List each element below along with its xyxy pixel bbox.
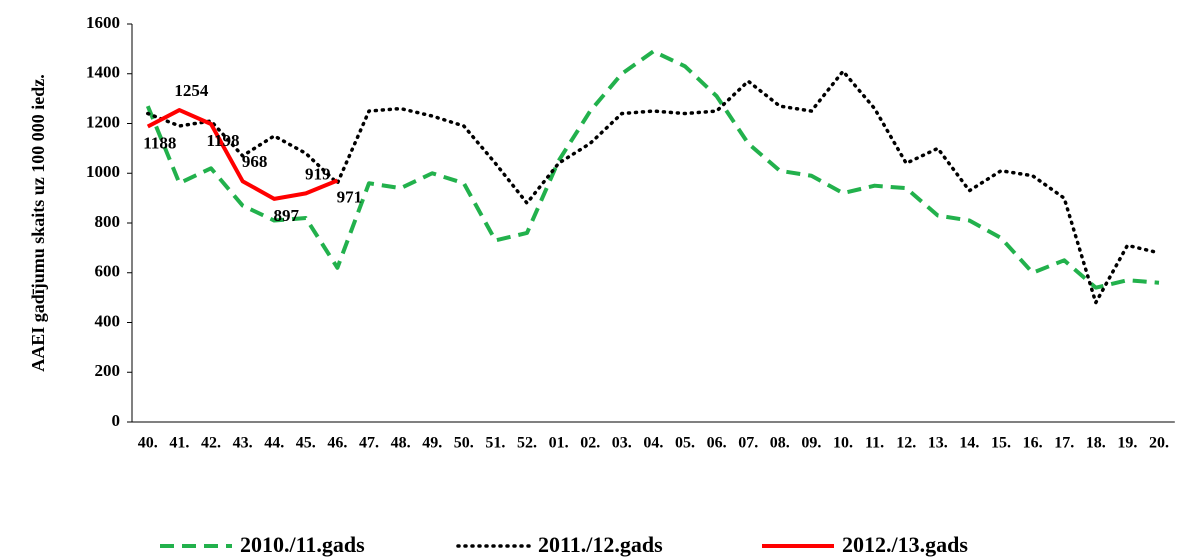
y-tick-label: 1400 <box>86 63 120 82</box>
x-tick-label: 04. <box>643 435 663 452</box>
legend-label: 2010./11.gads <box>240 532 365 557</box>
y-tick-label: 800 <box>95 212 121 231</box>
x-tick-label: 16. <box>1023 435 1043 452</box>
data-label: 968 <box>242 152 268 171</box>
x-tick-label: 12. <box>896 435 916 452</box>
x-tick-label: 19. <box>1117 435 1137 452</box>
data-label: 1198 <box>206 131 239 150</box>
x-tick-label: 20. <box>1149 435 1169 452</box>
x-tick-label: 03. <box>612 435 632 452</box>
y-tick-label: 400 <box>95 311 121 330</box>
series-line <box>145 49 1160 290</box>
x-tick-label: 52. <box>517 435 537 452</box>
series-line <box>146 69 1161 305</box>
x-tick-label: 11. <box>865 435 884 452</box>
legend-label: 2011./12.gads <box>538 532 663 557</box>
x-tick-label: 08. <box>770 435 790 452</box>
y-tick-label: 1600 <box>86 13 120 32</box>
y-tick-label: 200 <box>95 361 121 380</box>
x-tick-label: 17. <box>1054 435 1074 452</box>
x-tick-label: 47. <box>359 435 379 452</box>
y-tick-label: 1200 <box>86 112 120 131</box>
data-label: 919 <box>305 164 331 183</box>
x-tick-label: 06. <box>707 435 727 452</box>
y-tick-label: 600 <box>95 262 121 281</box>
data-label: 897 <box>273 206 299 225</box>
data-label: 1254 <box>174 81 209 100</box>
x-tick-label: 46. <box>327 435 347 452</box>
x-tick-label: 05. <box>675 435 695 452</box>
y-tick-label: 0 <box>112 411 121 430</box>
y-axis-title: AAEI gadījumu skaits uz 100 000 iedz. <box>28 74 48 372</box>
x-tick-label: 07. <box>738 435 758 452</box>
x-tick-label: 51. <box>485 435 505 452</box>
x-tick-label: 43. <box>233 435 253 452</box>
x-tick-label: 18. <box>1086 435 1106 452</box>
data-label: 1188 <box>143 133 176 152</box>
legend-label: 2012./13.gads <box>842 532 968 557</box>
x-tick-label: 41. <box>169 435 189 452</box>
x-tick-label: 49. <box>422 435 442 452</box>
x-tick-label: 01. <box>549 435 569 452</box>
x-tick-label: 15. <box>991 435 1011 452</box>
x-tick-label: 45. <box>296 435 316 452</box>
series-line <box>146 108 339 201</box>
x-tick-label: 48. <box>391 435 411 452</box>
x-tick-label: 42. <box>201 435 221 452</box>
data-label: 971 <box>337 187 363 206</box>
x-tick-label: 13. <box>928 435 948 452</box>
x-tick-label: 40. <box>138 435 158 452</box>
x-tick-label: 10. <box>833 435 853 452</box>
x-tick-label: 09. <box>801 435 821 452</box>
x-tick-label: 14. <box>959 435 979 452</box>
x-tick-label: 50. <box>454 435 474 452</box>
x-tick-label: 44. <box>264 435 284 452</box>
x-tick-label: 02. <box>580 435 600 452</box>
y-tick-label: 1000 <box>86 162 120 181</box>
